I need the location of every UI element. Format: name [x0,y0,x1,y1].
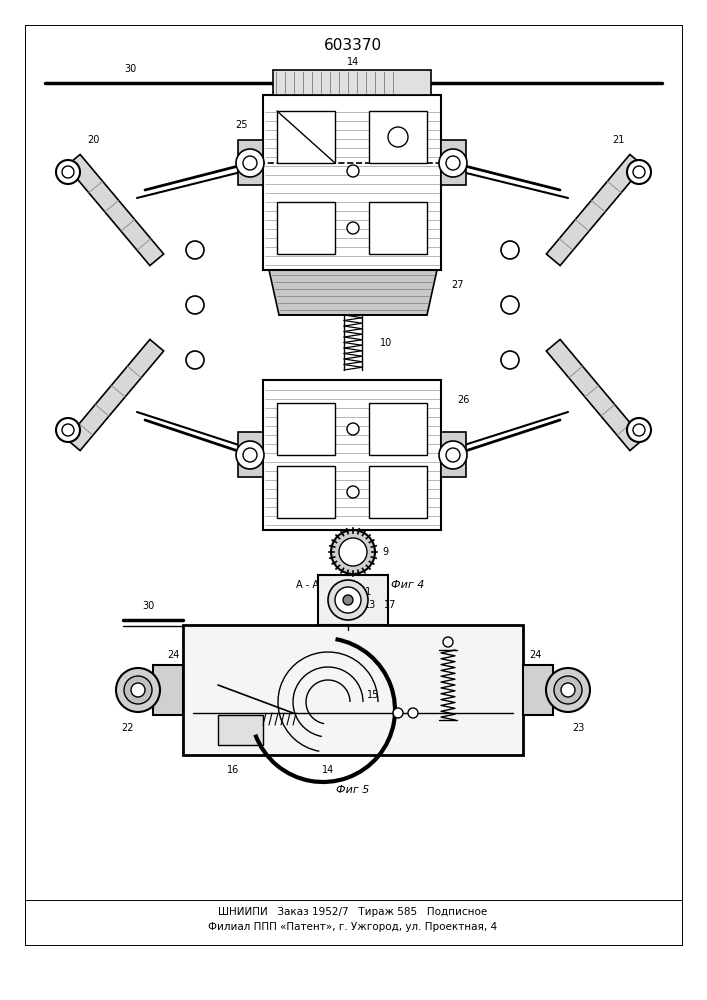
Bar [369,466,427,518]
Circle shape [243,448,257,462]
Text: 11: 11 [360,587,372,597]
Circle shape [124,676,152,704]
Circle shape [186,241,204,259]
Text: 25: 25 [235,120,247,130]
Circle shape [561,683,575,697]
Text: ШНИИПИ   Заказ 1952/7   Тираж 585   Подписное: ШНИИПИ Заказ 1952/7 Тираж 585 Подписное [218,907,488,917]
Circle shape [443,637,453,647]
Circle shape [236,149,264,177]
Text: 14: 14 [347,57,359,67]
Text: 603370: 603370 [324,37,382,52]
Circle shape [116,668,160,712]
Circle shape [633,166,645,178]
Bar [277,466,335,518]
Bar [441,140,466,185]
Text: Фиг 5: Фиг 5 [337,785,370,795]
Text: 17: 17 [384,600,396,610]
Circle shape [446,448,460,462]
Polygon shape [269,270,437,315]
Bar [277,403,335,455]
Text: 23: 23 [572,723,584,733]
Circle shape [186,351,204,369]
Bar [238,432,263,477]
Circle shape [633,424,645,436]
Circle shape [388,127,408,147]
Circle shape [131,683,145,697]
Text: 21: 21 [612,135,624,145]
Bar [318,575,388,625]
Circle shape [627,160,651,184]
Text: 15: 15 [367,690,379,700]
Text: 16: 16 [227,765,239,775]
Circle shape [243,156,257,170]
Circle shape [56,418,80,442]
Circle shape [347,486,359,498]
Bar [369,202,427,254]
Bar [441,432,466,477]
Circle shape [62,424,74,436]
Text: A - A: A - A [296,580,320,590]
Circle shape [347,165,359,177]
Text: 14: 14 [322,765,334,775]
Text: 26: 26 [457,395,469,405]
Text: Филиал ППП «Патент», г. Ужгород, ул. Проектная, 4: Филиал ППП «Патент», г. Ужгород, ул. Про… [209,922,498,932]
Text: 9: 9 [382,547,388,557]
Circle shape [347,222,359,234]
Circle shape [439,441,467,469]
Circle shape [331,530,375,574]
Bar [263,95,441,270]
Bar [238,140,263,185]
Polygon shape [66,154,164,266]
Text: 30: 30 [124,64,136,74]
Circle shape [335,587,361,613]
Circle shape [393,708,403,718]
Bar [523,665,553,715]
Text: Фиг 4: Фиг 4 [391,580,425,590]
Circle shape [627,418,651,442]
Circle shape [347,423,359,435]
Circle shape [439,149,467,177]
Text: 22: 22 [122,723,134,733]
Bar [218,715,263,745]
Circle shape [343,595,353,605]
Text: 10: 10 [347,548,359,558]
Circle shape [554,676,582,704]
Circle shape [339,538,367,566]
Text: 13: 13 [364,600,376,610]
Circle shape [501,296,519,314]
Text: 20: 20 [87,135,99,145]
Bar [277,111,335,163]
Bar [273,70,431,95]
Circle shape [236,441,264,469]
Bar [263,380,441,530]
Text: 24: 24 [529,650,541,660]
Circle shape [446,156,460,170]
Polygon shape [547,339,643,451]
Circle shape [186,296,204,314]
Bar [369,403,427,455]
Circle shape [408,708,418,718]
Circle shape [501,241,519,259]
Circle shape [56,160,80,184]
Text: 10: 10 [380,338,392,348]
Polygon shape [66,339,164,451]
Circle shape [501,351,519,369]
Text: 30: 30 [142,601,154,611]
Bar [369,111,427,163]
Circle shape [62,166,74,178]
Polygon shape [547,154,643,266]
Bar [183,625,523,755]
Circle shape [328,580,368,620]
Text: 27: 27 [451,280,463,290]
Text: 24: 24 [167,650,179,660]
Circle shape [546,668,590,712]
Bar [277,202,335,254]
Bar [153,665,183,715]
